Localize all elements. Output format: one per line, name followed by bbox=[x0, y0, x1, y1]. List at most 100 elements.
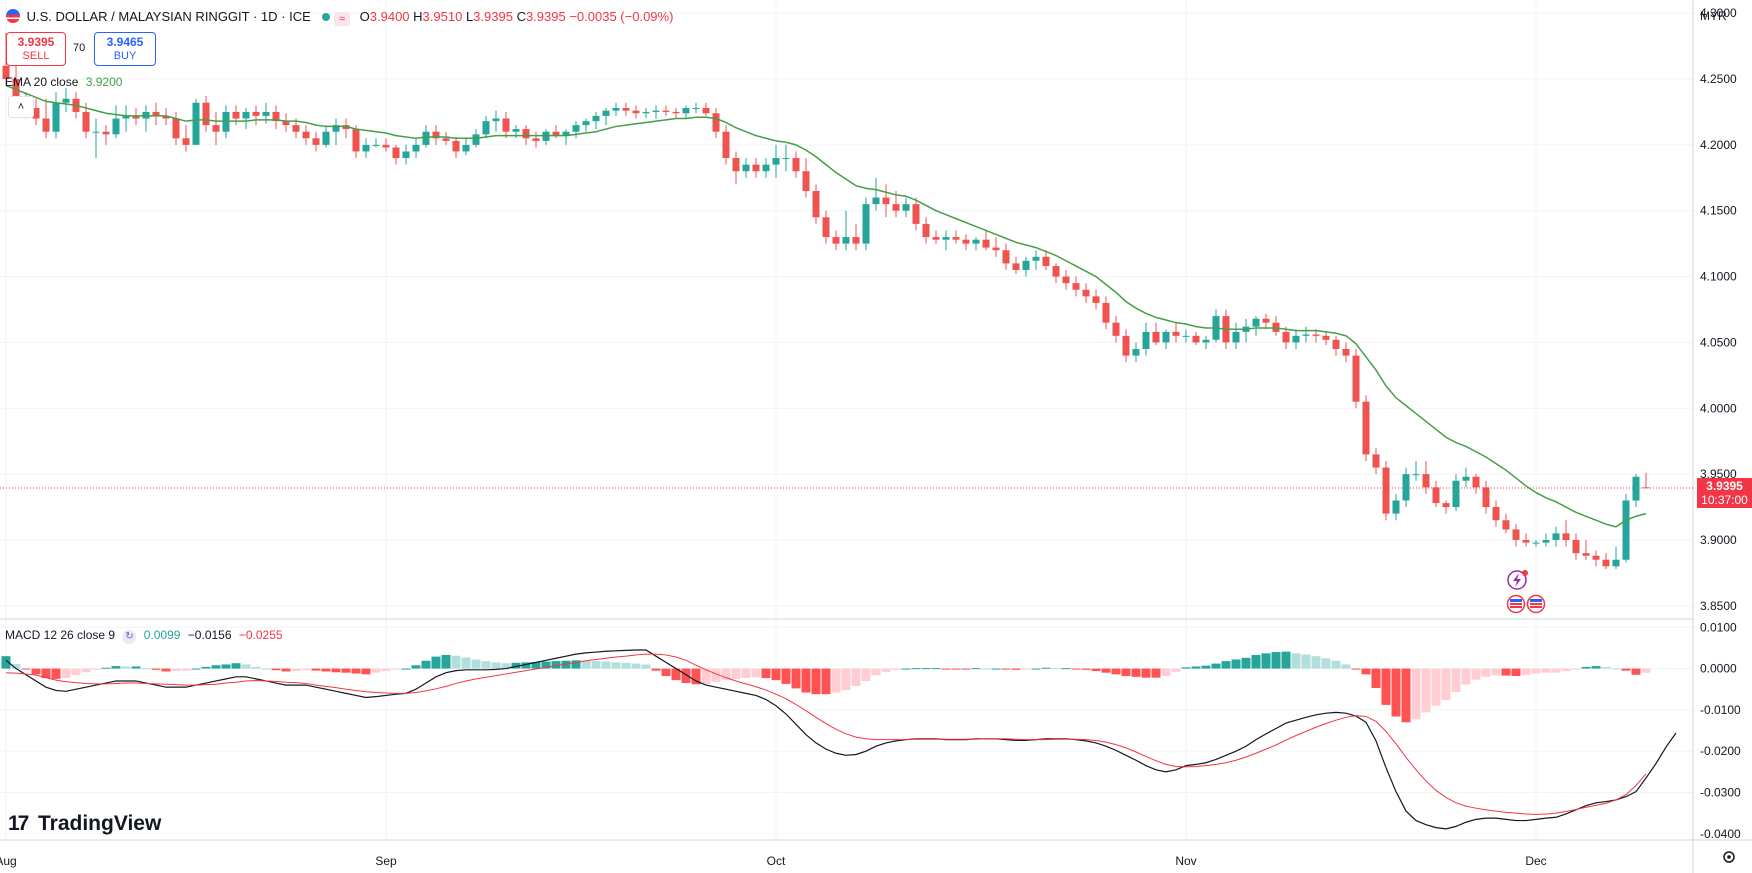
symbol-title[interactable]: U.S. DOLLAR / MALAYSIAN RINGGIT · 1D · I… bbox=[26, 9, 311, 24]
histogram-bar bbox=[1351, 668, 1361, 670]
candle-body bbox=[322, 131, 330, 145]
histogram-bar bbox=[471, 659, 481, 669]
macd-histogram bbox=[1, 651, 1651, 723]
candle-body bbox=[1542, 539, 1550, 543]
candle-body bbox=[482, 121, 490, 135]
candle-body bbox=[742, 164, 750, 172]
histogram-bar bbox=[731, 668, 741, 679]
histogram-bar bbox=[351, 668, 361, 674]
price-tick-label: 3.8500 bbox=[1700, 599, 1737, 613]
histogram-bar bbox=[1441, 668, 1451, 700]
candle-body bbox=[1492, 507, 1500, 521]
tradingview-logo[interactable]: 17 TradingView bbox=[8, 812, 161, 836]
price-tick-label: 3.9000 bbox=[1700, 533, 1737, 547]
candle-body bbox=[512, 129, 520, 132]
candle-body bbox=[1072, 283, 1080, 290]
candle-body bbox=[1342, 349, 1350, 356]
price-tick-label: 4.1000 bbox=[1700, 270, 1737, 284]
sell-button[interactable]: 3.9395 SELL bbox=[6, 32, 66, 66]
candle-body bbox=[82, 111, 90, 132]
notification-dot-icon bbox=[1522, 570, 1528, 576]
sell-price: 3.9395 bbox=[17, 35, 55, 49]
candle-body bbox=[1462, 476, 1470, 481]
histogram-bar bbox=[1391, 668, 1401, 717]
histogram-bar bbox=[151, 668, 161, 670]
histogram-bar bbox=[1541, 668, 1551, 673]
candle-body bbox=[822, 217, 830, 238]
histogram-bar bbox=[221, 664, 231, 669]
histogram-bar bbox=[921, 668, 931, 670]
histogram-bar bbox=[231, 663, 241, 669]
ema-legend[interactable]: EMA 20 close 3.9200 bbox=[5, 75, 122, 89]
last-price-value: 3.9395 bbox=[1706, 478, 1743, 493]
high-label: H bbox=[413, 9, 423, 24]
candle-body bbox=[842, 237, 850, 244]
histogram-bar bbox=[551, 661, 561, 669]
candle-body bbox=[1502, 520, 1510, 530]
settings-gear-icon[interactable] bbox=[1723, 851, 1735, 863]
candle-body bbox=[862, 204, 870, 244]
histogram-bar bbox=[491, 662, 501, 669]
candle-body bbox=[662, 110, 670, 112]
candle-body bbox=[1512, 529, 1520, 540]
histogram-bar bbox=[1071, 668, 1081, 670]
candle-body bbox=[1432, 487, 1440, 504]
price-tick-label: 4.0500 bbox=[1700, 335, 1737, 349]
candle-body bbox=[432, 131, 440, 139]
lightning-icon bbox=[1513, 573, 1521, 587]
histogram-bar bbox=[751, 668, 761, 678]
candle-body bbox=[1612, 559, 1620, 567]
histogram-bar bbox=[771, 668, 781, 681]
candle-body bbox=[1302, 334, 1310, 336]
histogram-bar bbox=[1471, 668, 1481, 680]
histogram-bar bbox=[881, 668, 891, 672]
histogram-bar bbox=[1631, 668, 1641, 675]
macd-legend[interactable]: MACD 12 26 close 9 ↻ 0.0099 −0.0156 −0.0… bbox=[5, 628, 283, 644]
ema-value: 3.9200 bbox=[85, 75, 123, 89]
histogram-bar bbox=[971, 668, 981, 670]
histogram-bar bbox=[391, 668, 401, 670]
histogram-bar bbox=[431, 656, 441, 669]
currency-label[interactable]: MYR bbox=[1700, 9, 1727, 23]
signal-line bbox=[5, 653, 1647, 815]
histogram-bar bbox=[1081, 668, 1091, 670]
price-tick-label: 4.2500 bbox=[1700, 72, 1737, 86]
candle-body bbox=[362, 144, 370, 152]
candle-body bbox=[1582, 553, 1590, 556]
histogram-bar bbox=[511, 662, 521, 669]
candle-body bbox=[1052, 266, 1060, 277]
data-delay-icon[interactable]: ≈ bbox=[334, 12, 351, 26]
brand-name: TradingView bbox=[38, 812, 162, 835]
price-axis-area[interactable] bbox=[1693, 0, 1752, 873]
candle-body bbox=[12, 79, 20, 106]
histogram-bar bbox=[1161, 668, 1171, 677]
histogram-bar bbox=[51, 668, 61, 679]
macd-tick-label: 0.0000 bbox=[1700, 662, 1737, 676]
candle-body bbox=[1132, 349, 1140, 356]
histogram-bar bbox=[931, 668, 941, 670]
histogram-bar bbox=[1061, 668, 1071, 670]
candle-body bbox=[572, 125, 580, 132]
candle-body bbox=[1632, 476, 1640, 501]
candle-body bbox=[722, 131, 730, 159]
candle-body bbox=[1042, 256, 1050, 267]
candlestick-series bbox=[2, 32, 1650, 569]
low-label: L bbox=[465, 9, 474, 24]
histogram-bar bbox=[1361, 668, 1371, 675]
histogram-bar bbox=[601, 661, 611, 669]
collapse-legend-button[interactable]: ˄ bbox=[8, 96, 34, 118]
candle-body bbox=[232, 111, 240, 119]
histogram-bar bbox=[1411, 668, 1421, 720]
histogram-bar bbox=[101, 667, 111, 669]
candle-body bbox=[1282, 331, 1290, 343]
candle-body bbox=[1442, 503, 1450, 508]
histogram-bar bbox=[621, 662, 631, 669]
candle-body bbox=[1232, 331, 1240, 343]
macd-label: MACD 12 26 close 9 bbox=[5, 628, 116, 642]
buy-button[interactable]: 3.9465 BUY bbox=[94, 32, 156, 66]
histogram-bar bbox=[1291, 653, 1301, 669]
candle-body bbox=[1092, 296, 1100, 303]
refresh-icon[interactable]: ↻ bbox=[122, 630, 137, 644]
candle-body bbox=[892, 204, 900, 211]
